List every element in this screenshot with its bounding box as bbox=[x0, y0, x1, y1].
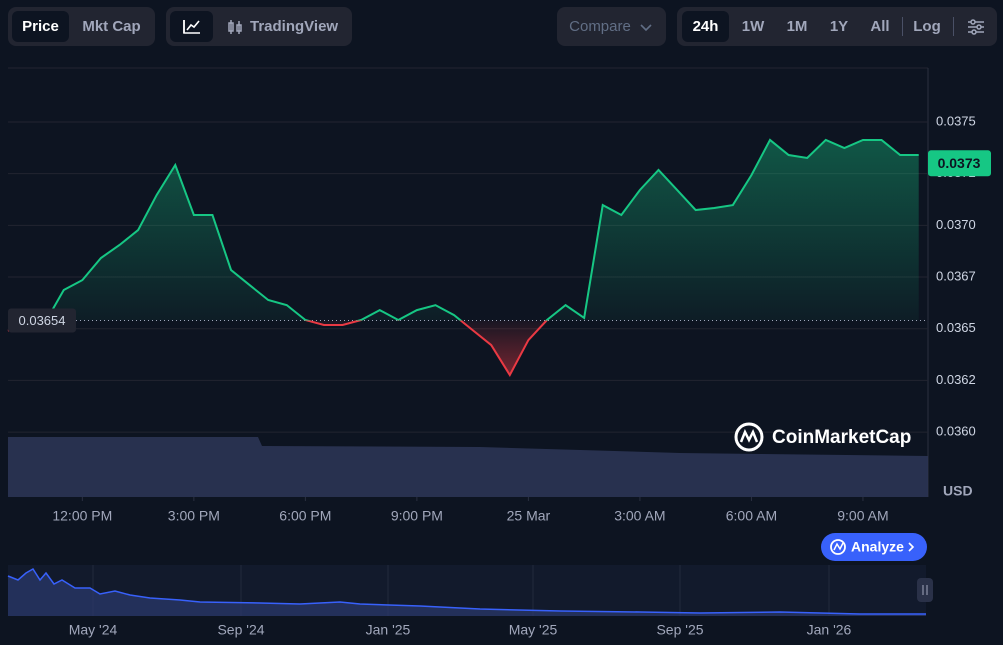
analyze-button[interactable]: Analyze bbox=[821, 533, 927, 561]
y-tick-label: 0.0370 bbox=[936, 217, 976, 232]
tab-price[interactable]: Price bbox=[12, 11, 69, 42]
tab-group: Price Mkt Cap bbox=[8, 7, 155, 46]
chevron-icon bbox=[640, 24, 652, 32]
y-tick-label: 0.0362 bbox=[936, 372, 976, 387]
x-tick-label: 25 Mar bbox=[507, 508, 551, 524]
settings-button[interactable] bbox=[966, 17, 986, 37]
log-button[interactable]: Log bbox=[913, 18, 941, 35]
navigator bbox=[7, 565, 933, 616]
volume-bars bbox=[8, 437, 928, 497]
y-tick-label: 0.0360 bbox=[936, 424, 976, 439]
chart-type-group: TradingView bbox=[166, 7, 352, 46]
x-tick-label: 3:00 PM bbox=[168, 508, 220, 524]
tradingview-button[interactable]: TradingView bbox=[250, 18, 339, 35]
range-button[interactable]: 24h bbox=[682, 11, 729, 42]
range-button[interactable]: All bbox=[870, 18, 890, 35]
tab-mkt-cap[interactable]: Mkt Cap bbox=[82, 18, 141, 35]
x-tick-label: 6:00 PM bbox=[279, 508, 331, 524]
last-price-label: 0.0373 bbox=[938, 155, 981, 171]
x-tick-label: 6:00 AM bbox=[726, 508, 777, 524]
x-tick-label: 9:00 AM bbox=[837, 508, 888, 524]
navigator-label: May '25 bbox=[509, 622, 558, 638]
line-chart-button[interactable] bbox=[170, 11, 213, 42]
x-tick-label: 12:00 PM bbox=[52, 508, 112, 524]
price-area bbox=[8, 139, 919, 376]
reference-label: 0.03654 bbox=[19, 313, 66, 328]
analyze-label: Analyze bbox=[851, 539, 904, 555]
compare-dropdown[interactable]: Compare bbox=[557, 7, 666, 46]
watermark: CoinMarketCap bbox=[734, 422, 911, 452]
watermark-text: CoinMarketCap bbox=[772, 427, 911, 448]
navigator-label: Jan '25 bbox=[366, 622, 411, 638]
x-tick-label: 3:00 AM bbox=[614, 508, 665, 524]
y-tick-label: 0.0367 bbox=[936, 268, 976, 283]
last-price-badge bbox=[928, 150, 991, 177]
navigator-label: May '24 bbox=[69, 622, 118, 638]
navigator-handle[interactable] bbox=[917, 578, 933, 602]
candle-icon bbox=[228, 20, 242, 34]
separator bbox=[953, 17, 954, 36]
compare-label: Compare bbox=[569, 18, 631, 35]
price-line bbox=[7, 138, 919, 378]
navigator-label: Jan '26 bbox=[807, 622, 852, 638]
y-tick-label: 0.0375 bbox=[936, 113, 976, 128]
separator bbox=[902, 17, 903, 36]
line-icon bbox=[183, 20, 200, 34]
x-tick-label: 9:00 PM bbox=[391, 508, 443, 524]
y-tick-label: 0.0365 bbox=[936, 320, 976, 335]
navigator-label: Sep '25 bbox=[656, 622, 703, 638]
navigator-label: Sep '24 bbox=[217, 622, 264, 638]
range-button[interactable]: 1M bbox=[786, 18, 808, 35]
range-group: 24h 1W 1M 1Y All Log bbox=[677, 7, 997, 46]
reference-badge bbox=[8, 308, 76, 333]
unit-label: USD bbox=[943, 483, 973, 499]
range-button[interactable]: 1W bbox=[741, 18, 765, 35]
range-button[interactable]: 1Y bbox=[829, 18, 849, 35]
